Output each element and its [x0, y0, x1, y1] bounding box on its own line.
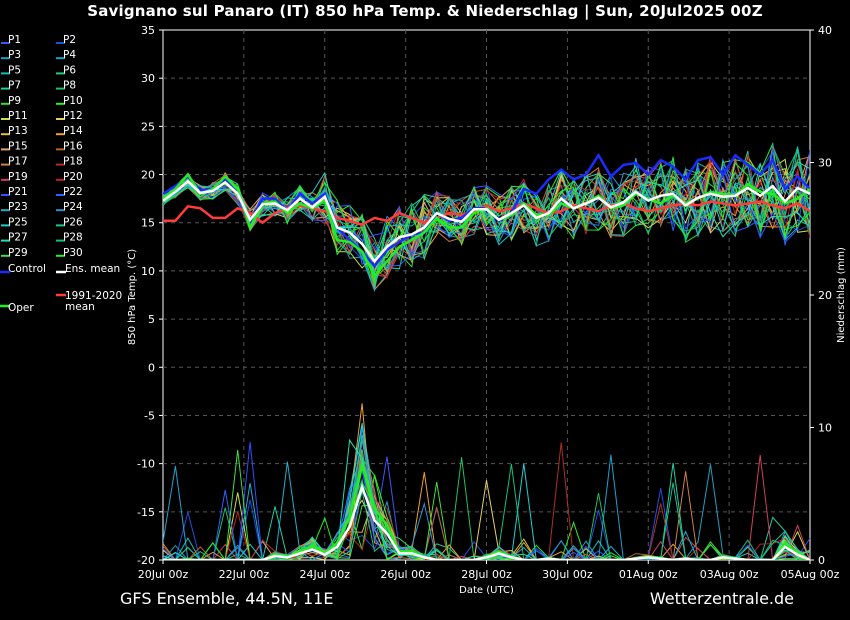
x-tick-label: 28Jul 00z — [461, 568, 512, 581]
legend-label-clim-mean-1: 1991-2020 — [65, 290, 122, 302]
legend-label-p21: P21 — [8, 186, 28, 198]
y-tick-label-right: 20 — [818, 289, 832, 302]
model-info: GFS Ensemble, 44.5N, 11E — [120, 589, 334, 608]
legend-label-p7: P7 — [8, 80, 21, 92]
y-tick-label-right: 0 — [818, 554, 825, 567]
y-axis-label-left: 850 hPa Temp. (°C) — [127, 249, 138, 345]
legend-label-p19: P19 — [8, 171, 28, 183]
x-tick-label: 01Aug 00z — [619, 568, 678, 581]
series-group — [163, 141, 810, 560]
legend-label-p5: P5 — [8, 64, 21, 76]
x-tick-label: 22Jul 00z — [219, 568, 270, 581]
legend-label-p18: P18 — [63, 156, 83, 168]
site-credit: Wetterzentrale.de — [649, 589, 794, 608]
ens-mean-precip-line — [163, 483, 810, 560]
legend-label-control: Control — [8, 263, 46, 275]
legend-label-p20: P20 — [63, 171, 83, 183]
x-tick-label: 30Jul 00z — [542, 568, 593, 581]
y-tick-label-left: 25 — [141, 120, 155, 133]
y-tick-label-right: 30 — [818, 157, 832, 170]
legend-label-p3: P3 — [8, 49, 21, 61]
legend-label-p26: P26 — [63, 216, 83, 228]
legend-label-p22: P22 — [63, 186, 83, 198]
legend-label-p24: P24 — [63, 201, 83, 213]
y-tick-label-left: 10 — [141, 265, 155, 278]
legend-label-p10: P10 — [63, 95, 83, 107]
y-tick-label-left: -20 — [137, 554, 155, 567]
legend-label-p29: P29 — [8, 247, 28, 259]
legend-label-p9: P9 — [8, 95, 21, 107]
y-tick-label-left: -5 — [144, 409, 155, 422]
x-tick-label: 24Jul 00z — [299, 568, 350, 581]
legend-label-p14: P14 — [63, 125, 83, 137]
y-tick-label-left: 20 — [141, 169, 155, 182]
legend-label-p8: P8 — [63, 80, 76, 92]
legend-label-p16: P16 — [63, 140, 83, 152]
y-tick-label-left: 5 — [148, 313, 155, 326]
legend-label-p4: P4 — [63, 49, 76, 61]
legend-label-p17: P17 — [8, 156, 28, 168]
legend-label-oper: Oper — [8, 302, 34, 314]
clim-mean-line — [163, 200, 810, 227]
legend-label-p23: P23 — [8, 201, 28, 213]
legend-label-p30: P30 — [63, 247, 83, 259]
legend-label-clim-mean-2: mean — [65, 301, 95, 313]
y-tick-label-left: 15 — [141, 217, 155, 230]
chart-title: Savignano sul Panaro (IT) 850 hPa Temp. … — [87, 2, 763, 20]
x-tick-label: 03Aug 00z — [700, 568, 759, 581]
legend-label-p15: P15 — [8, 140, 28, 152]
x-axis-label: Date (UTC) — [459, 585, 514, 596]
legend-label-p6: P6 — [63, 64, 76, 76]
y-tick-label-left: 0 — [148, 361, 155, 374]
legend-label-p28: P28 — [63, 232, 83, 244]
legend-label-p25: P25 — [8, 216, 28, 228]
y-tick-label-left: -10 — [137, 458, 155, 471]
y-axis-label-right: Niederschlag (mm) — [836, 247, 847, 343]
legend-label-p27: P27 — [8, 232, 28, 244]
legend-label-p2: P2 — [63, 34, 76, 46]
member-temp-line-p24 — [163, 144, 810, 271]
y-tick-label-left: 30 — [141, 72, 155, 85]
y-tick-label-left: -15 — [137, 506, 155, 519]
x-tick-label: 20Jul 00z — [138, 568, 189, 581]
ens-mean-temp-line — [163, 179, 810, 264]
legend-label-p12: P12 — [63, 110, 83, 122]
member-temp-line-p11 — [163, 155, 810, 269]
legend-label-p1: P1 — [8, 34, 21, 46]
x-tick-label: 05Aug 00z — [781, 568, 840, 581]
legend-label-p11: P11 — [8, 110, 28, 122]
legend-label-p13: P13 — [8, 125, 28, 137]
x-tick-label: 26Jul 00z — [380, 568, 431, 581]
legend-label-ens-mean: Ens. mean — [65, 263, 120, 275]
y-tick-label-left: 35 — [141, 24, 155, 37]
y-tick-label-right: 40 — [818, 24, 832, 37]
y-tick-label-right: 10 — [818, 422, 832, 435]
